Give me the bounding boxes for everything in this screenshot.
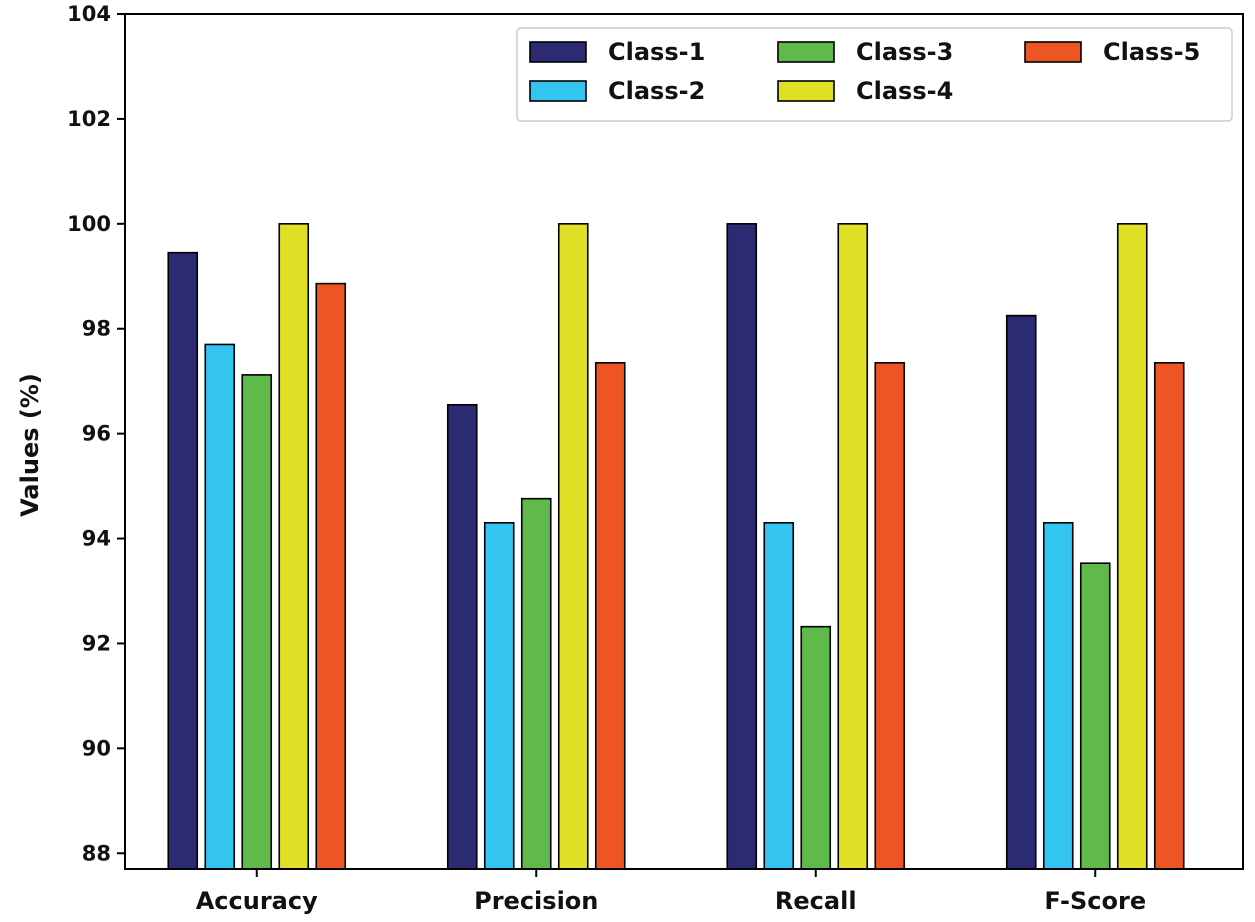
bar-class-4-precision bbox=[557, 223, 589, 870]
bar-class-2-f-score bbox=[1042, 522, 1074, 870]
bar-class-5-recall bbox=[874, 362, 906, 870]
legend-swatch-class-5 bbox=[1024, 41, 1082, 63]
y-ticks: 88 90 92 94 96 98 100 102 104 bbox=[67, 2, 125, 865]
legend-swatch-class-1 bbox=[529, 41, 587, 63]
y-tick-label: 100 bbox=[67, 212, 111, 236]
y-axis-label: Values (%) bbox=[16, 373, 44, 517]
bar-class-4-accuracy bbox=[278, 223, 310, 870]
legend-swatch-class-4 bbox=[777, 80, 835, 102]
legend-swatch-class-2 bbox=[529, 80, 587, 102]
legend-swatch-class-3 bbox=[777, 41, 835, 63]
bar-class-4-recall bbox=[837, 223, 869, 870]
x-tick-label: F-Score bbox=[1044, 887, 1146, 915]
legend-label-class-3: Class-3 bbox=[856, 38, 953, 66]
bar-class-1-precision bbox=[446, 403, 478, 870]
bars-group bbox=[167, 223, 1185, 870]
bar-class-5-accuracy bbox=[315, 282, 347, 870]
legend: Class-1 Class-2 Class-3 Class-4 Class-5 bbox=[516, 27, 1233, 122]
bar-class-1-accuracy bbox=[167, 251, 199, 870]
legend-label-class-4: Class-4 bbox=[856, 77, 953, 105]
plot-frame bbox=[124, 13, 1244, 870]
y-tick-label: 88 bbox=[82, 841, 111, 865]
bar-class-3-precision bbox=[520, 497, 552, 870]
legend-label-class-1: Class-1 bbox=[608, 38, 705, 66]
x-ticks: Accuracy Precision Recall F-Score bbox=[196, 869, 1146, 915]
bar-class-5-precision bbox=[594, 362, 626, 870]
bar-class-1-recall bbox=[726, 223, 758, 870]
bar-class-2-precision bbox=[483, 522, 515, 870]
x-tick-label: Recall bbox=[775, 887, 857, 915]
y-tick-label: 94 bbox=[82, 527, 111, 551]
y-tick-label: 92 bbox=[82, 631, 111, 655]
bar-class-3-accuracy bbox=[241, 374, 273, 870]
bar-class-2-accuracy bbox=[204, 343, 236, 870]
y-tick-label: 98 bbox=[82, 317, 111, 341]
legend-label-class-5: Class-5 bbox=[1103, 38, 1200, 66]
y-tick-label: 104 bbox=[67, 2, 111, 26]
y-tick-label: 102 bbox=[67, 107, 111, 131]
bar-class-3-f-score bbox=[1079, 562, 1111, 870]
bar-class-1-f-score bbox=[1005, 314, 1037, 870]
bar-class-4-f-score bbox=[1116, 223, 1148, 870]
bar-class-2-recall bbox=[763, 522, 795, 870]
y-tick-label: 90 bbox=[82, 736, 111, 760]
bar-class-5-f-score bbox=[1153, 362, 1185, 870]
y-tick-label: 96 bbox=[82, 422, 111, 446]
bar-class-3-recall bbox=[800, 625, 832, 870]
x-tick-label: Accuracy bbox=[196, 887, 318, 915]
x-tick-label: Precision bbox=[474, 887, 598, 915]
legend-label-class-2: Class-2 bbox=[608, 77, 705, 105]
